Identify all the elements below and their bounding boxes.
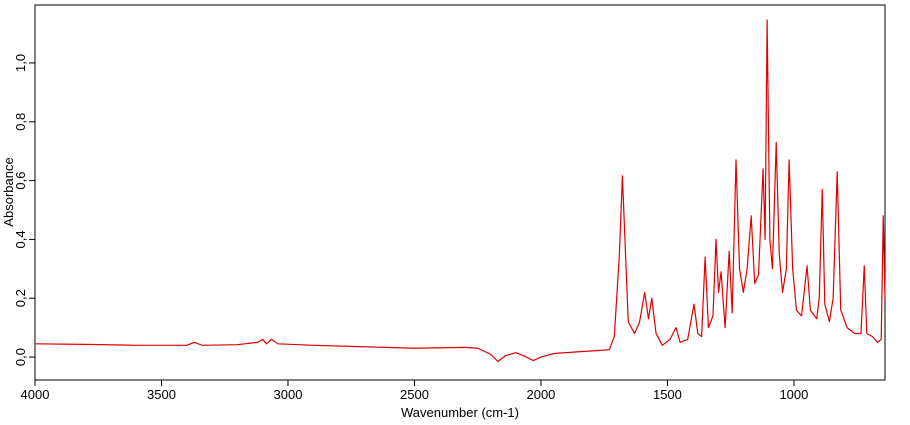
plot-frame — [34, 4, 886, 381]
x-tick-label: 4000 — [21, 387, 50, 402]
y-tick-label: 0,0 — [13, 348, 28, 366]
x-axis-label: Wavenumber (cm-1) — [401, 405, 519, 420]
y-axis-label: Absorbance — [1, 157, 16, 226]
x-tick-label: 3500 — [147, 387, 176, 402]
x-tick-label: 1500 — [653, 387, 682, 402]
x-tick-label: 1000 — [779, 387, 808, 402]
y-tick-label: 1,0 — [13, 54, 28, 72]
y-tick-label: 0,8 — [13, 113, 28, 131]
y-tick-label: 0,4 — [13, 230, 28, 248]
x-tick-label: 2000 — [526, 387, 555, 402]
x-tick-label: 3000 — [274, 387, 303, 402]
y-tick-label: 0,6 — [13, 172, 28, 190]
x-tick-label: 2500 — [400, 387, 429, 402]
spectrum-line — [34, 19, 886, 363]
y-tick-label: 0,2 — [13, 289, 28, 307]
